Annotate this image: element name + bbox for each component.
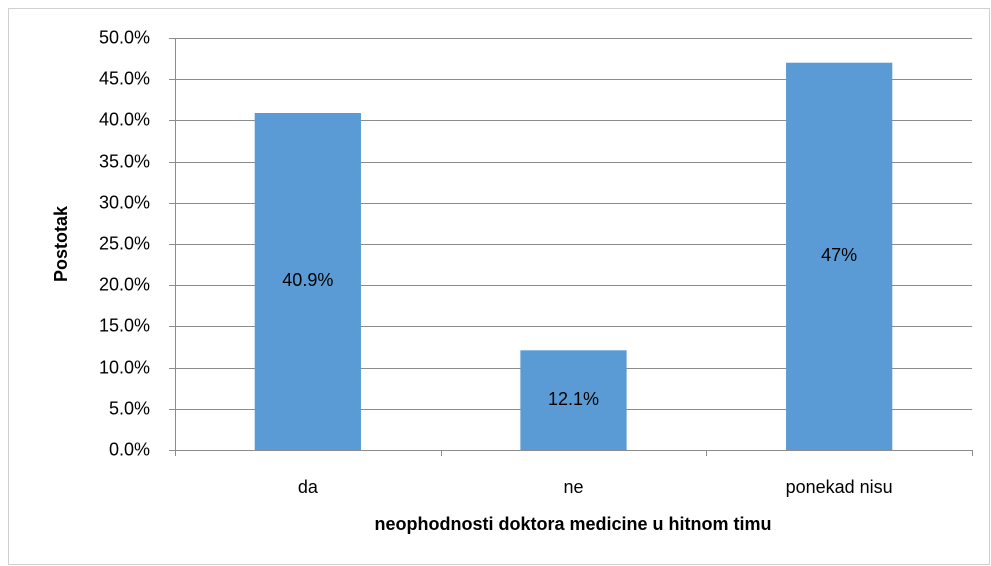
y-tick-label: 5.0% [109, 398, 150, 418]
value-label: 47% [821, 245, 857, 265]
value-label: 40.9% [282, 270, 333, 290]
x-axis-title: neophodnosti doktora medicine u hitnom t… [375, 514, 772, 534]
y-tick-label: 30.0% [99, 192, 150, 212]
y-tick-label: 15.0% [99, 315, 150, 335]
y-tick-label: 50.0% [99, 27, 150, 47]
y-tick-label: 45.0% [99, 68, 150, 88]
y-tick-label: 35.0% [99, 151, 150, 171]
x-tick-label: ponekad nisu [786, 477, 893, 497]
y-axis-title: Postotak [51, 205, 71, 282]
x-tick-label: da [298, 477, 319, 497]
y-tick-label: 40.0% [99, 109, 150, 129]
y-tick-label: 0.0% [109, 439, 150, 459]
y-tick-label: 20.0% [99, 274, 150, 294]
value-label: 12.1% [548, 389, 599, 409]
x-tick-label: ne [563, 477, 583, 497]
bar [786, 62, 893, 450]
bar [254, 112, 361, 450]
y-tick-label: 25.0% [99, 233, 150, 253]
y-tick-label: 10.0% [99, 357, 150, 377]
bar [520, 350, 627, 450]
